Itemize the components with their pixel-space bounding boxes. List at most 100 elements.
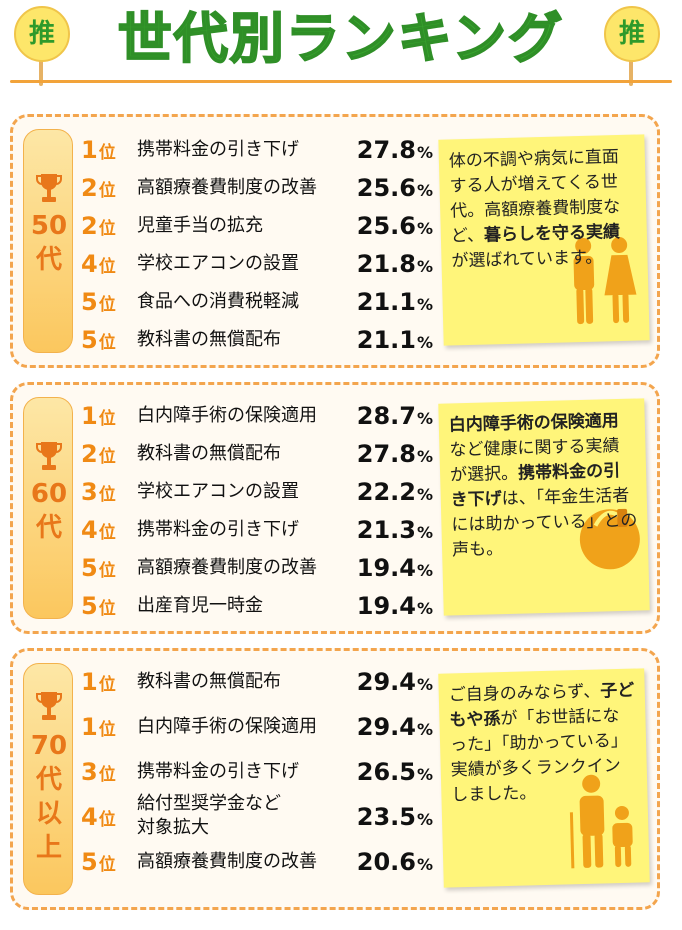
ranking-item: 白内障手術の保険適用 (137, 405, 317, 426)
sticky-note: 白内障手術の保険適用など健康に関する実績が選択。携帯料金の引き下げは、「年金生活… (438, 398, 650, 616)
rank-suffix: 位 (98, 447, 116, 467)
rank-number: 5位 (81, 287, 116, 320)
percent-value: 27.8 (356, 136, 416, 164)
ranking-row: 5位 出産育児一時金 19.4% (81, 591, 437, 621)
rank-number: 4位 (81, 249, 116, 282)
percent-value: 21.1 (356, 326, 416, 354)
percent-unit: % (416, 675, 433, 694)
age-label: 60 (30, 479, 68, 509)
percent-value: 29.4 (356, 668, 416, 696)
age-tab: 60 代 (23, 397, 73, 619)
percent-value: 19.4 (356, 554, 416, 582)
rank-value: 3 (81, 478, 98, 506)
ranking-percent: 21.1% (357, 287, 433, 320)
rank-suffix: 位 (98, 720, 116, 740)
rank-number: 1位 (81, 667, 116, 700)
ranking-percent: 29.4% (357, 712, 433, 745)
ranking-percent: 25.6% (357, 211, 433, 244)
sticky-note: ご自身のみならず、子どもや孫が「お世話になった」「助かっている」実績が多くランク… (438, 668, 650, 888)
page-title: 世代別ランキング (117, 6, 565, 71)
trophy-icon (36, 690, 62, 726)
age-label: 50 (30, 211, 68, 241)
percent-value: 21.1 (356, 288, 416, 316)
rank-value: 1 (81, 402, 98, 430)
rank-value: 2 (81, 440, 98, 468)
ranking-row: 2位 児童手当の拡充 25.6% (81, 211, 437, 241)
rank-value: 1 (81, 668, 98, 696)
note-text-part: ご自身のみならず、 (448, 681, 601, 706)
rank-number: 1位 (81, 401, 116, 434)
ranking-percent: 21.8% (357, 249, 433, 282)
ranking-item: 学校エアコンの設置 (137, 253, 299, 274)
ranking-percent: 22.2% (357, 477, 433, 510)
trophy-icon (36, 172, 62, 208)
ranking-row: 1位 教科書の無償配布 29.4% (81, 667, 437, 697)
ranking-item: 携帯料金の引き下げ (137, 761, 299, 782)
percent-unit: % (416, 720, 433, 739)
ranking-percent: 21.1% (357, 325, 433, 358)
note-pictogram (573, 494, 645, 584)
rank-number: 3位 (81, 477, 116, 510)
rank-value: 4 (81, 803, 98, 831)
ranking-item: 高額療養費制度の改善 (137, 177, 317, 198)
note-text: ご自身のみならず、子どもや孫が「お世話になった」「助かっている」実績が多くランク… (448, 679, 637, 809)
rank-value: 3 (81, 758, 98, 786)
ranking-row: 2位 教科書の無償配布 27.8% (81, 439, 437, 469)
note-text-part: 暮らしを守る実績 (483, 222, 621, 246)
percent-unit: % (416, 257, 433, 276)
ranking-item-line: 給付型奨学金など (137, 793, 281, 814)
percent-unit: % (416, 855, 433, 874)
percent-unit: % (416, 599, 433, 618)
section-70s-plus: 70 代以上 1位 教科書の無償配布 29.4% 1位 白内障手術の保険適用 29.4% 3位携… (10, 648, 660, 910)
ranking-item: 食品への消費税軽減 (137, 291, 299, 312)
rank-number: 3位 (81, 757, 116, 790)
ranking-percent: 19.4% (357, 553, 433, 586)
rank-suffix: 位 (98, 409, 116, 429)
rank-value: 5 (81, 848, 98, 876)
ranking-percent: 23.5% (357, 802, 433, 835)
couple-icon (573, 237, 637, 325)
rank-value: 5 (81, 592, 98, 620)
percent-value: 19.4 (356, 592, 416, 620)
rank-suffix: 位 (98, 295, 116, 315)
ranking-row: 5位 教科書の無償配布 21.1% (81, 325, 437, 355)
percent-unit: % (416, 409, 433, 428)
ranking-percent: 27.8% (357, 135, 433, 168)
rank-suffix: 位 (98, 675, 116, 695)
fan-stick (39, 56, 43, 86)
ranking-row: 3位 携帯料金の引き下げ 26.5% (81, 757, 437, 787)
rank-suffix: 位 (98, 485, 116, 505)
rank-number: 2位 (81, 211, 116, 244)
ranking-item: 教科書の無償配布 (137, 329, 281, 350)
section-50s: 50 代 1位 携帯料金の引き下げ 27.8% 2位 高額療養費制度の改善 25.6% 2位 児童… (10, 114, 660, 368)
grandparent-child-icon (569, 774, 633, 869)
ranking-row: 5位 高額療養費制度の改善 20.6% (81, 847, 437, 877)
percent-unit: % (416, 523, 433, 542)
rank-value: 2 (81, 174, 98, 202)
rank-value: 2 (81, 212, 98, 240)
percent-value: 29.4 (356, 713, 416, 741)
age-label: 代 (35, 245, 62, 275)
percent-unit: % (416, 561, 433, 580)
percent-value: 25.6 (356, 212, 416, 240)
ranking-percent: 27.8% (357, 439, 433, 472)
title-underline (10, 80, 672, 83)
rank-number: 4位 (81, 802, 116, 835)
rank-suffix: 位 (98, 810, 116, 830)
ranking-item: 教科書の無償配布 (137, 443, 281, 464)
age-tab: 50 代 (23, 129, 73, 353)
ranking-percent: 19.4% (357, 591, 433, 624)
rank-number: 5位 (81, 325, 116, 358)
rank-value: 1 (81, 136, 98, 164)
ranking-row: 4位 給付型奨学金など 対象拡大 23.5% (81, 793, 437, 838)
percent-value: 28.7 (356, 402, 416, 430)
person-phone-icon (579, 508, 640, 570)
percent-value: 22.2 (356, 478, 416, 506)
percent-unit: % (416, 765, 433, 784)
rank-number: 2位 (81, 173, 116, 206)
percent-value: 25.6 (356, 174, 416, 202)
ranking-percent: 26.5% (357, 757, 433, 790)
fan-left: 推 (14, 6, 70, 86)
rank-number: 1位 (81, 712, 116, 745)
ranking-row: 5位 食品への消費税軽減 21.1% (81, 287, 437, 317)
